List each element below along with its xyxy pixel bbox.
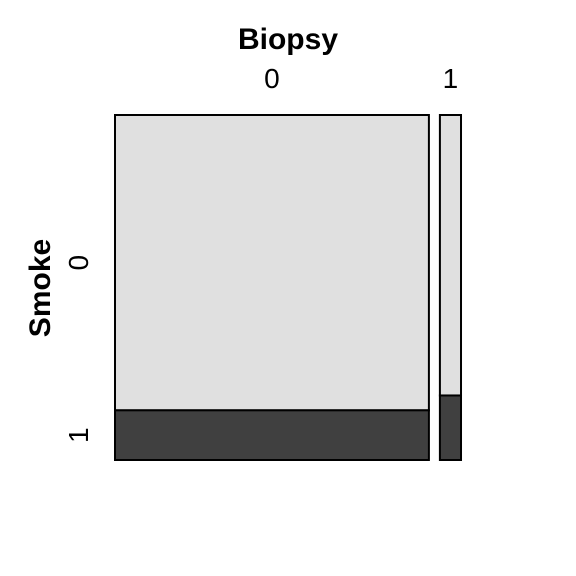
mosaic-cell-biopsy-1-smoke-0	[438, 114, 463, 397]
x-axis-title: Biopsy	[238, 23, 338, 56]
y-tick-label-1: 1	[63, 427, 94, 443]
y-tick-label-0: 0	[63, 255, 94, 271]
x-tick-label-1: 1	[443, 63, 459, 94]
x-tick-label-0: 0	[264, 63, 280, 94]
mosaic-cell-biopsy-0-smoke-0	[114, 114, 430, 412]
mosaic-cell-biopsy-1-smoke-1	[438, 394, 463, 462]
mosaic-cells	[114, 114, 463, 462]
mosaic-cell-biopsy-0-smoke-1	[114, 409, 430, 462]
y-axis-title: Smoke	[24, 239, 57, 337]
